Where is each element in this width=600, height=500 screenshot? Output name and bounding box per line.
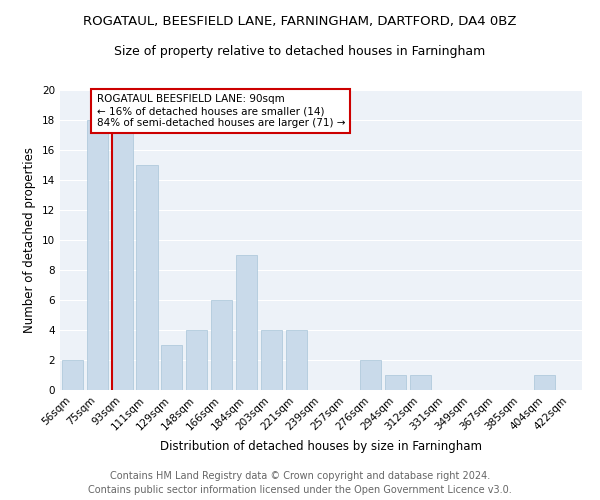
Bar (186, 330, 207, 390)
Y-axis label: Number of detached properties: Number of detached properties (23, 147, 37, 333)
Bar (236, 255, 257, 390)
Text: ROGATAUL, BEESFIELD LANE, FARNINGHAM, DARTFORD, DA4 0BZ: ROGATAUL, BEESFIELD LANE, FARNINGHAM, DA… (83, 15, 517, 28)
Bar (385, 375, 406, 390)
Bar (211, 300, 232, 390)
Bar (136, 165, 158, 390)
Bar (87, 120, 108, 390)
Bar (62, 360, 83, 390)
Bar (261, 330, 282, 390)
X-axis label: Distribution of detached houses by size in Farningham: Distribution of detached houses by size … (160, 440, 482, 453)
Bar (360, 360, 381, 390)
Text: Contains HM Land Registry data © Crown copyright and database right 2024.
Contai: Contains HM Land Registry data © Crown c… (88, 471, 512, 495)
Text: ROGATAUL BEESFIELD LANE: 90sqm
← 16% of detached houses are smaller (14)
84% of : ROGATAUL BEESFIELD LANE: 90sqm ← 16% of … (97, 94, 345, 128)
Bar (112, 120, 133, 390)
Bar (534, 375, 555, 390)
Bar (286, 330, 307, 390)
Text: Size of property relative to detached houses in Farningham: Size of property relative to detached ho… (115, 45, 485, 58)
Bar (410, 375, 431, 390)
Bar (161, 345, 182, 390)
